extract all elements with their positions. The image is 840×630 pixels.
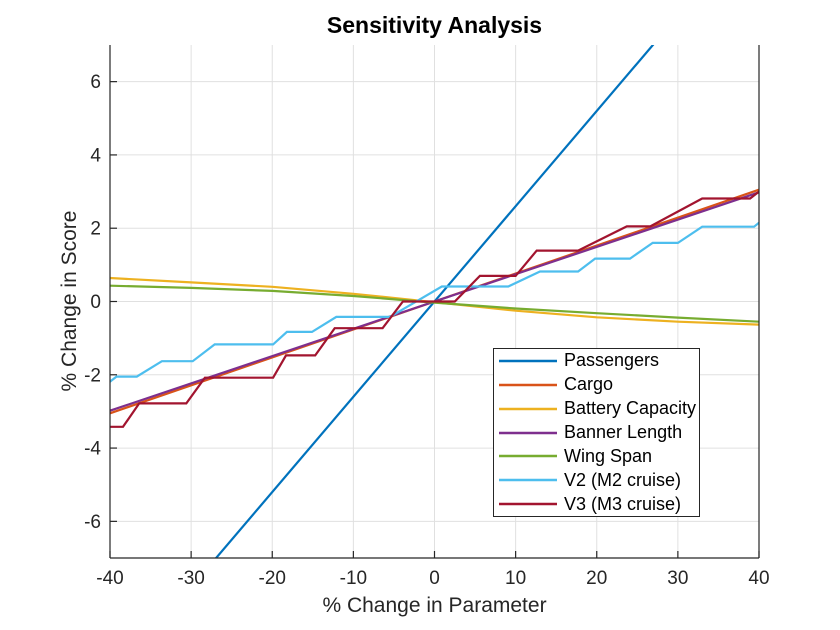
legend-swatch-wing-span <box>499 455 557 458</box>
x-tick-label: 10 <box>505 568 526 589</box>
legend-item: Wing Span <box>494 444 699 468</box>
x-tick-label: 30 <box>667 568 688 589</box>
legend-label: Cargo <box>564 374 614 395</box>
legend-label: V2 (M2 cruise) <box>564 469 682 490</box>
y-tick-label: -2 <box>84 365 101 386</box>
x-tick-label: 40 <box>748 568 769 589</box>
legend-item: V3 (M3 cruise) <box>494 492 699 516</box>
x-tick-label: 20 <box>586 568 607 589</box>
legend-label: Banner Length <box>564 422 683 442</box>
y-tick-label: 6 <box>90 72 101 93</box>
legend-item: Passengers <box>494 349 699 373</box>
legend-item: Banner Length <box>494 421 699 445</box>
y-tick-label: 4 <box>90 145 101 166</box>
x-tick-label: -30 <box>177 568 204 589</box>
legend-item: Battery Capacity <box>494 397 699 421</box>
legend-swatch-banner-length <box>499 431 557 434</box>
legend-swatch-cargo <box>499 383 557 386</box>
x-tick-label: -40 <box>96 568 123 589</box>
legend-label: V3 (M3 cruise) <box>564 493 682 514</box>
legend-swatch-passengers <box>499 359 557 363</box>
legend-label: Passengers <box>564 350 660 371</box>
x-tick-label: -10 <box>340 568 367 589</box>
x-tick-label: -20 <box>259 568 286 589</box>
chart-title: Sensitivity Analysis <box>326 12 543 38</box>
legend-swatch-v3-m3-cruise <box>499 502 557 506</box>
legend: Passengers Cargo Battery Capacity Banner Le… <box>493 348 700 517</box>
legend-item: V2 (M2 cruise) <box>494 468 699 492</box>
legend-item: Cargo <box>494 373 699 397</box>
x-axis-label: % Change in Parameter <box>322 594 547 617</box>
y-tick-label: 0 <box>90 292 101 313</box>
series-line-v3-m3-cruise <box>110 190 759 428</box>
y-tick-label: -6 <box>84 512 101 533</box>
x-tick-label: 0 <box>429 568 440 589</box>
y-tick-label: -4 <box>84 439 101 460</box>
legend-label: Battery Capacity <box>564 398 697 419</box>
legend-swatch-battery-capacity <box>499 407 557 410</box>
legend-label: Wing Span <box>564 445 653 466</box>
legend-swatch-v2-m2-cruise <box>499 479 557 482</box>
y-tick-label: 2 <box>90 219 101 240</box>
